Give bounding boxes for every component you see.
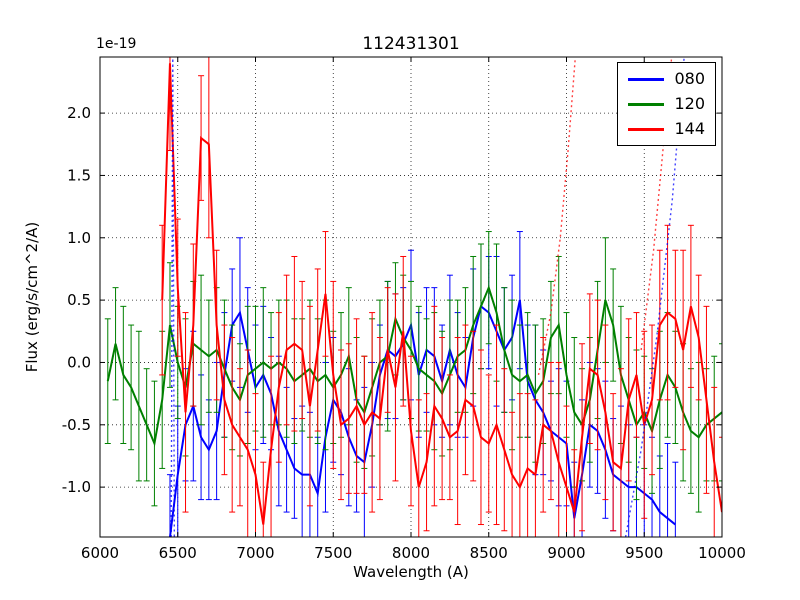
legend-line-sample-080	[628, 77, 665, 81]
y-tick-label: 0.0	[67, 353, 91, 371]
legend-entry-120: 120	[628, 94, 705, 114]
x-tick-label: 9500	[625, 544, 663, 562]
legend-entry-144: 144	[628, 119, 705, 139]
x-tick-label: 6000	[81, 544, 119, 562]
line-080	[168, 299, 676, 537]
y-tick-label: 1.5	[67, 166, 91, 184]
legend-label-144: 144	[674, 119, 705, 138]
y-tick-label: 1.0	[67, 229, 91, 247]
legend-label-080: 080	[674, 69, 705, 88]
x-tick-label: 6500	[159, 544, 197, 562]
legend: 080 120 144	[617, 62, 716, 146]
line-080-dotted-1	[624, 57, 685, 537]
series-144	[159, 57, 722, 537]
x-tick-label: 8500	[470, 544, 508, 562]
legend-line-sample-144	[628, 127, 665, 131]
errorbars-120	[104, 231, 722, 513]
plot-title: 112431301	[362, 34, 460, 54]
x-tick-label: 10000	[698, 544, 746, 562]
x-tick-label: 8000	[392, 544, 430, 562]
legend-label-120: 120	[674, 94, 705, 113]
series-120	[104, 231, 722, 513]
y-tick-label: -1.0	[62, 478, 91, 496]
series-080-dotted-2	[170, 57, 176, 537]
x-tick-label: 9000	[547, 544, 585, 562]
legend-line-sample-120	[628, 102, 665, 106]
line-120	[106, 284, 722, 448]
y-tick-label: -0.5	[62, 416, 91, 434]
y-axis-label: Flux (erg/s/cm^2/A)	[23, 221, 41, 373]
line-144	[161, 63, 722, 525]
tick-labels: 6000 6500 7000 7500 8000 8500 9000 9500 10000 -1.…	[62, 104, 746, 562]
y-tick-label: 0.5	[67, 291, 91, 309]
y-axis-offset-label: 1e-19	[96, 36, 137, 52]
tick-marks	[99, 57, 723, 537]
legend-entry-080: 080	[628, 69, 705, 89]
y-tick-label: 2.0	[67, 104, 91, 122]
series-080-dotted-1	[624, 57, 685, 537]
line-080-dotted-2	[170, 57, 176, 537]
x-tick-label: 7000	[236, 544, 274, 562]
x-tick-label: 7500	[314, 544, 352, 562]
x-axis-label: Wavelength (A)	[353, 563, 469, 581]
